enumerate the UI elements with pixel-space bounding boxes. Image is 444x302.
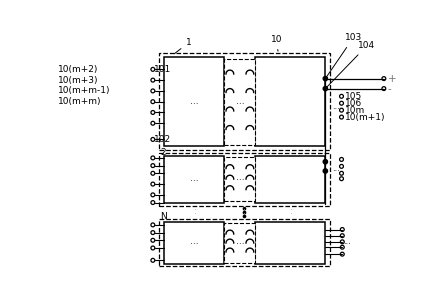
Bar (225, 157, 255, 201)
Text: 2: 2 (161, 148, 166, 157)
Text: 10: 10 (271, 35, 282, 51)
Text: ...: ... (190, 236, 199, 246)
Text: 101: 101 (154, 65, 171, 74)
Circle shape (323, 159, 328, 164)
Text: ...: ... (332, 164, 340, 173)
Bar (159, 53, 330, 150)
Circle shape (243, 211, 246, 214)
Bar (159, 219, 330, 266)
Text: 102: 102 (154, 135, 171, 144)
Bar (255, 156, 325, 203)
Text: -: - (388, 84, 392, 94)
Text: +: + (388, 74, 396, 84)
Bar (225, 59, 255, 145)
Text: 10(m+1): 10(m+1) (345, 113, 385, 122)
Bar (225, 223, 255, 263)
Text: 10(m+2): 10(m+2) (58, 65, 99, 74)
Bar (255, 57, 325, 146)
Bar (164, 156, 225, 203)
Text: 105: 105 (345, 92, 362, 101)
Bar (164, 57, 225, 146)
Text: ...: ... (343, 237, 351, 246)
Circle shape (243, 207, 246, 210)
Circle shape (243, 215, 246, 217)
Text: ...: ... (236, 173, 244, 182)
Bar (159, 153, 330, 206)
Text: ...: ... (190, 174, 199, 183)
Bar (164, 222, 225, 264)
Text: 1: 1 (174, 38, 192, 54)
Text: ...: ... (332, 102, 340, 111)
Text: 104: 104 (327, 41, 376, 87)
Text: :: : (243, 207, 246, 216)
Text: 10(m+m): 10(m+m) (58, 97, 102, 106)
Text: :: : (194, 207, 197, 216)
Circle shape (323, 169, 328, 173)
Text: 10(m+m-1): 10(m+m-1) (58, 86, 111, 95)
Text: ...: ... (236, 97, 244, 106)
Bar (255, 222, 325, 264)
Text: 103: 103 (327, 34, 362, 76)
Text: ...: ... (190, 97, 199, 106)
Text: 106: 106 (345, 99, 362, 108)
Circle shape (323, 76, 328, 81)
Text: 10(m+3): 10(m+3) (58, 76, 99, 85)
Text: N: N (161, 212, 167, 221)
Text: 10m: 10m (345, 106, 365, 115)
Text: :: : (290, 207, 293, 216)
Text: ...: ... (236, 236, 244, 246)
Circle shape (323, 86, 328, 91)
